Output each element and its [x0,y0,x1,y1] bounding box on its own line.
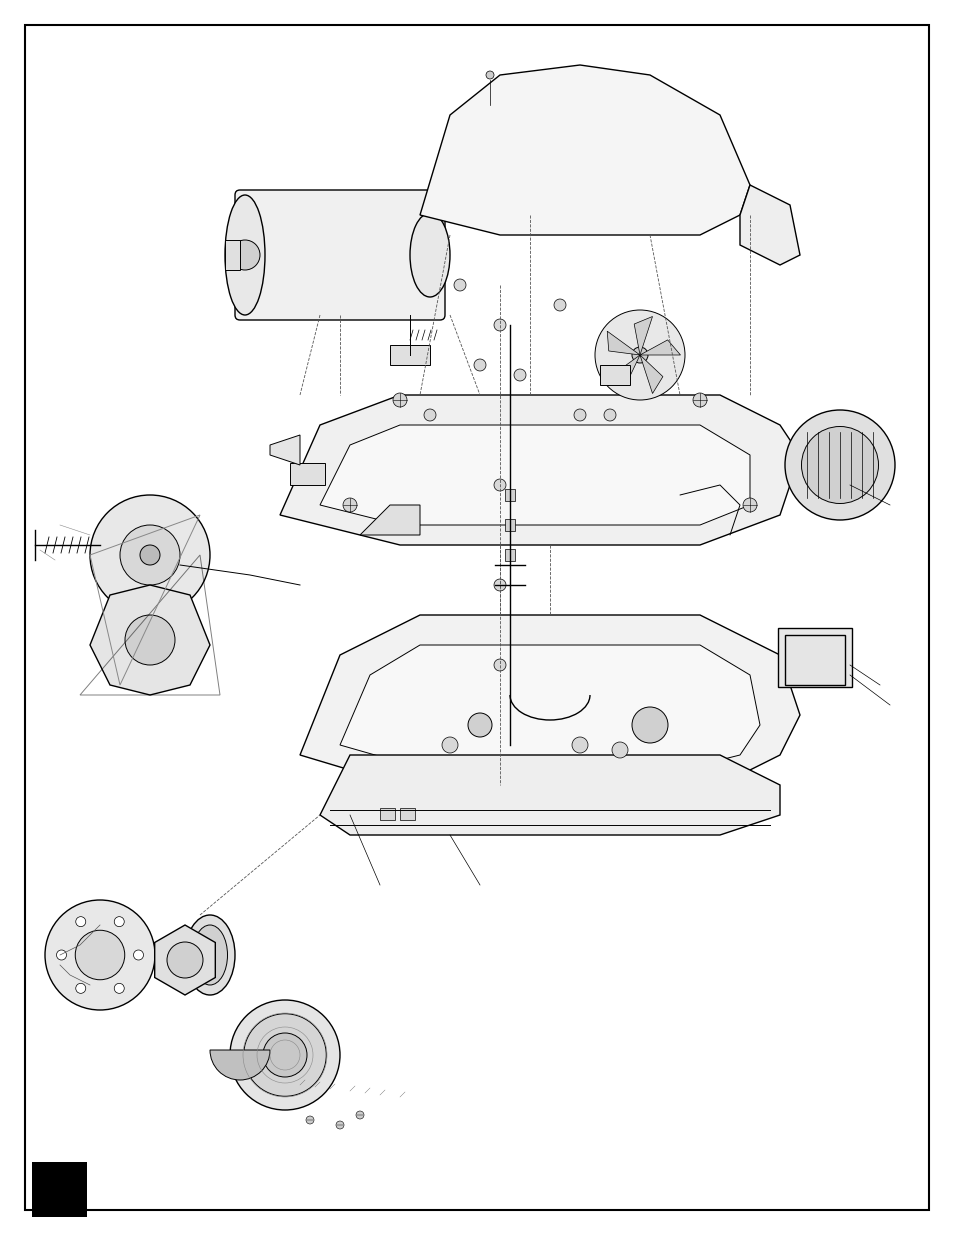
Polygon shape [639,340,679,354]
Ellipse shape [185,915,234,995]
Polygon shape [319,425,749,525]
Polygon shape [359,505,419,535]
Circle shape [595,310,684,400]
Circle shape [468,713,492,737]
Polygon shape [319,755,780,835]
Polygon shape [299,615,800,785]
Circle shape [454,279,465,291]
Circle shape [742,498,757,513]
Circle shape [494,579,505,592]
Polygon shape [280,395,800,545]
Circle shape [343,498,356,513]
Bar [599,366,629,385]
Polygon shape [419,65,749,235]
Circle shape [441,737,457,753]
Polygon shape [784,635,844,685]
FancyBboxPatch shape [234,190,444,320]
Circle shape [603,409,616,421]
Ellipse shape [225,195,265,315]
Circle shape [75,983,86,993]
Circle shape [355,1112,364,1119]
Circle shape [140,545,160,564]
Polygon shape [740,185,800,266]
Bar [290,463,325,485]
Bar [504,489,515,501]
Ellipse shape [193,925,227,986]
Circle shape [114,916,124,926]
Circle shape [692,393,706,408]
Wedge shape [210,1050,270,1079]
Circle shape [572,737,587,753]
Circle shape [612,742,627,758]
Circle shape [56,950,67,960]
Polygon shape [639,354,662,394]
Bar [504,550,515,561]
Circle shape [75,930,125,979]
Polygon shape [154,925,215,995]
Circle shape [485,70,494,79]
Circle shape [784,410,894,520]
Circle shape [167,942,203,978]
Circle shape [306,1116,314,1124]
Bar [32,1162,87,1216]
Bar [379,808,395,820]
Circle shape [133,950,143,960]
Bar [399,808,415,820]
Polygon shape [607,331,639,354]
Circle shape [514,369,525,382]
Bar [390,345,430,366]
Circle shape [120,525,180,585]
Circle shape [393,393,407,408]
Polygon shape [90,585,210,695]
Circle shape [45,900,154,1010]
Circle shape [474,359,485,370]
Circle shape [75,916,86,926]
Circle shape [423,409,436,421]
FancyBboxPatch shape [778,629,851,687]
Circle shape [631,706,667,743]
Circle shape [114,983,124,993]
Bar [504,519,515,531]
Polygon shape [634,316,652,354]
Circle shape [90,495,210,615]
Circle shape [244,1014,326,1097]
Circle shape [574,409,585,421]
Circle shape [125,615,174,664]
Bar [225,240,240,270]
Circle shape [631,347,647,363]
Circle shape [230,1000,339,1110]
Circle shape [494,319,505,331]
Circle shape [554,299,565,311]
Circle shape [335,1121,344,1129]
Circle shape [494,479,505,492]
Circle shape [230,240,260,270]
Ellipse shape [410,212,450,296]
Polygon shape [339,645,760,764]
Circle shape [494,659,505,671]
Polygon shape [270,435,299,466]
Circle shape [801,426,878,504]
Ellipse shape [263,1032,307,1077]
Polygon shape [607,354,639,383]
